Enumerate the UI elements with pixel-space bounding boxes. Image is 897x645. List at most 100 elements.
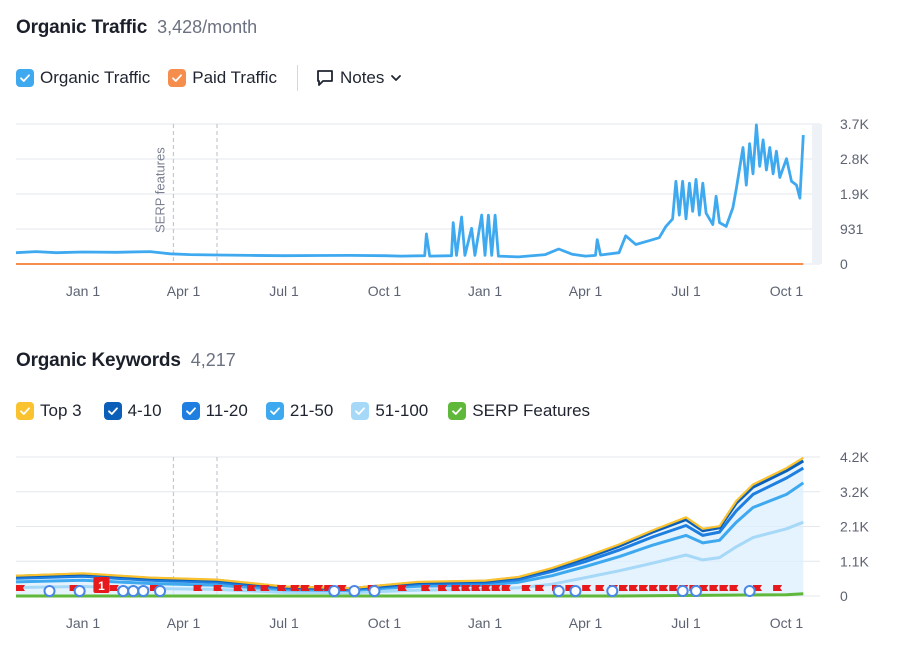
- legend-label: 51-100: [375, 401, 429, 420]
- series-line-21-50[interactable]: [15, 481, 805, 592]
- serp-flag-icon[interactable]: [461, 585, 471, 591]
- google-g-icon[interactable]: [552, 585, 565, 597]
- google-g-icon[interactable]: [137, 585, 150, 597]
- serp-flag-icon[interactable]: [193, 585, 203, 591]
- serp-flag-icon[interactable]: [290, 585, 300, 591]
- serp-flag-icon[interactable]: [471, 585, 481, 591]
- google-g-icon[interactable]: [328, 585, 341, 597]
- y-tick-label: 3.7K: [840, 116, 869, 132]
- checkbox-checked-icon[interactable]: [16, 402, 34, 420]
- serp-flag-icon[interactable]: [233, 585, 243, 591]
- serp-flag-icon[interactable]: [451, 585, 461, 591]
- legend-4-10[interactable]: 4-10: [103, 401, 162, 421]
- x-tick-label: Jul 1: [671, 283, 701, 299]
- serp-flag-icon[interactable]: [521, 585, 531, 591]
- legend-label: Top 3: [40, 401, 82, 420]
- google-g-icon[interactable]: [43, 585, 56, 597]
- serp-flag-icon[interactable]: [109, 585, 119, 591]
- x-tick-label: Oct 1: [770, 615, 804, 631]
- google-g-icon[interactable]: [368, 585, 381, 597]
- traffic-legend: Organic Traffic Paid Traffic Notes: [16, 65, 402, 91]
- checkbox-checked-icon[interactable]: [168, 69, 187, 87]
- google-g-icon[interactable]: [690, 585, 703, 597]
- notes-dropdown-button[interactable]: Notes: [316, 68, 402, 88]
- serp-flag-icon[interactable]: [491, 585, 501, 591]
- serp-flag-icon[interactable]: [314, 585, 324, 591]
- serp-flag-icon[interactable]: [438, 585, 448, 591]
- legend-51-100[interactable]: 51-100: [351, 401, 428, 421]
- x-tick-label: Jan 1: [66, 615, 100, 631]
- google-g-icon[interactable]: [743, 585, 756, 597]
- x-tick-label: Apr 1: [167, 615, 201, 631]
- google-g-icon[interactable]: [117, 585, 130, 597]
- serp-flag-icon[interactable]: [619, 585, 628, 591]
- legend-label: 21-50: [289, 401, 334, 420]
- google-g-icon[interactable]: [606, 585, 619, 597]
- serp-flag-icon[interactable]: [773, 585, 783, 591]
- serp-flag-icon[interactable]: [659, 585, 669, 591]
- google-g-icon[interactable]: [73, 585, 86, 597]
- legend-organic-traffic[interactable]: Organic Traffic: [16, 68, 150, 88]
- x-tick-label: Apr 1: [569, 615, 603, 631]
- keywords-title: Organic Keywords: [16, 350, 181, 371]
- series-line-organic-traffic[interactable]: [15, 123, 805, 259]
- google-g-icon[interactable]: [676, 585, 689, 597]
- serp-flag-icon[interactable]: [709, 585, 719, 591]
- series-line-11-20[interactable]: [15, 466, 805, 591]
- serp-flag-icon[interactable]: [397, 585, 407, 591]
- serp-badge[interactable]: [93, 577, 110, 593]
- current-period-band: [812, 124, 822, 264]
- y-tick-label: 2.8K: [840, 151, 869, 167]
- serp-flag-icon[interactable]: [260, 585, 270, 591]
- checkbox-checked-icon[interactable]: [16, 69, 34, 87]
- legend-label: Organic Traffic: [40, 68, 151, 87]
- serp-flag-icon[interactable]: [649, 585, 659, 591]
- chevron-down-icon: [391, 75, 402, 81]
- serp-flag-icon[interactable]: [582, 585, 592, 591]
- serp-flag-icon[interactable]: [300, 585, 310, 591]
- serp-flag-icon[interactable]: [247, 585, 257, 591]
- x-tick-label: Jul 1: [671, 615, 701, 631]
- checkbox-checked-icon[interactable]: [351, 402, 370, 420]
- serp-flag-icon[interactable]: [719, 585, 729, 591]
- legend-21-50[interactable]: 21-50: [265, 401, 334, 421]
- serp-flag-icon[interactable]: [421, 585, 431, 591]
- organic-traffic-chart: 0 931 1.9K 2.8K 3.7K Jan 1 Apr 1 Jul 1 Oct 1 Jan …: [15, 116, 869, 299]
- serp-flag-icon[interactable]: [501, 585, 511, 591]
- checkbox-checked-icon[interactable]: [265, 402, 284, 420]
- legend-label: Paid Traffic: [192, 68, 277, 87]
- serp-flag-icon[interactable]: [16, 585, 25, 591]
- serp-flag-icon[interactable]: [629, 585, 639, 591]
- serp-flag-icon[interactable]: [729, 585, 739, 591]
- serp-flag-icon[interactable]: [213, 585, 223, 591]
- x-tick-label: Jan 1: [468, 283, 502, 299]
- checkbox-checked-icon[interactable]: [448, 402, 467, 420]
- serp-flag-icon[interactable]: [481, 585, 491, 591]
- legend-paid-traffic[interactable]: Paid Traffic: [168, 68, 277, 88]
- google-g-icon[interactable]: [154, 585, 167, 597]
- y-tick-label: 3.2K: [840, 484, 869, 500]
- series-line-51-100[interactable]: [15, 520, 804, 595]
- google-g-icon[interactable]: [127, 585, 140, 597]
- serp-flag-icon[interactable]: [535, 585, 545, 591]
- legend-serp-features[interactable]: SERP Features: [448, 401, 590, 421]
- legend-top-3[interactable]: Top 3: [16, 401, 82, 421]
- serp-flag-icon[interactable]: [277, 585, 287, 591]
- x-tick-label: Jul 1: [269, 615, 299, 631]
- keywords-metric: 4,217: [190, 350, 236, 370]
- series-line-top-3[interactable]: [15, 456, 804, 590]
- serp-flag-icon[interactable]: [639, 585, 649, 591]
- y-tick-label: 931: [840, 221, 864, 237]
- serp-flag-icon[interactable]: [669, 585, 679, 591]
- checkbox-checked-icon[interactable]: [181, 402, 200, 420]
- annotation-label: SERP features: [152, 147, 167, 233]
- google-g-icon[interactable]: [569, 585, 582, 597]
- legend-11-20[interactable]: 11-20: [181, 401, 248, 421]
- legend-label: 4-10: [127, 401, 162, 420]
- x-tick-label: Jul 1: [269, 283, 299, 299]
- google-g-icon[interactable]: [348, 585, 361, 597]
- checkbox-checked-icon[interactable]: [103, 402, 122, 420]
- legend-divider: [296, 65, 298, 91]
- traffic-title: Organic Traffic: [16, 17, 148, 38]
- serp-flag-icon[interactable]: [595, 585, 605, 591]
